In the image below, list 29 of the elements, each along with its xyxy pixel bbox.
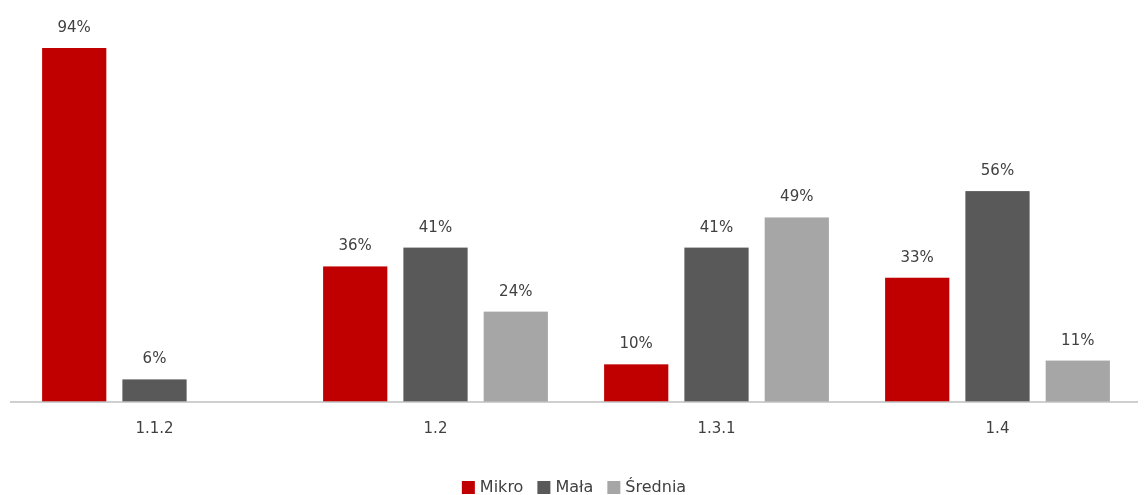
legend-label: Mała: [555, 477, 594, 495]
bar: [965, 191, 1030, 402]
data-label: 41%: [699, 217, 734, 236]
bar: [42, 48, 107, 402]
x-tick-label: 1.3.1: [697, 418, 736, 437]
bar: [403, 247, 468, 402]
bar: [1045, 360, 1110, 402]
bar: [604, 364, 669, 402]
legend-label: Mikro: [479, 477, 524, 495]
x-tick-label: 1.1.2: [135, 418, 174, 437]
data-label: 49%: [780, 187, 814, 206]
data-label: 36%: [338, 236, 372, 255]
data-label: 33%: [900, 247, 934, 266]
bar: [323, 266, 388, 402]
x-tick-label: 1.4: [985, 418, 1010, 437]
bar: [885, 277, 950, 402]
data-label: 11%: [1061, 330, 1095, 349]
bar: [684, 247, 749, 402]
bar: [483, 311, 548, 402]
data-label: 41%: [418, 217, 453, 236]
bar: [122, 379, 187, 402]
data-label: 94%: [57, 18, 91, 36]
data-label: 10%: [619, 334, 653, 353]
x-tick-label: 1.2: [423, 418, 448, 437]
data-label: 24%: [499, 281, 533, 300]
bar: [764, 217, 829, 402]
legend-label: Średnia: [625, 477, 687, 495]
data-label: 56%: [980, 161, 1015, 180]
data-label: 6%: [142, 349, 167, 368]
